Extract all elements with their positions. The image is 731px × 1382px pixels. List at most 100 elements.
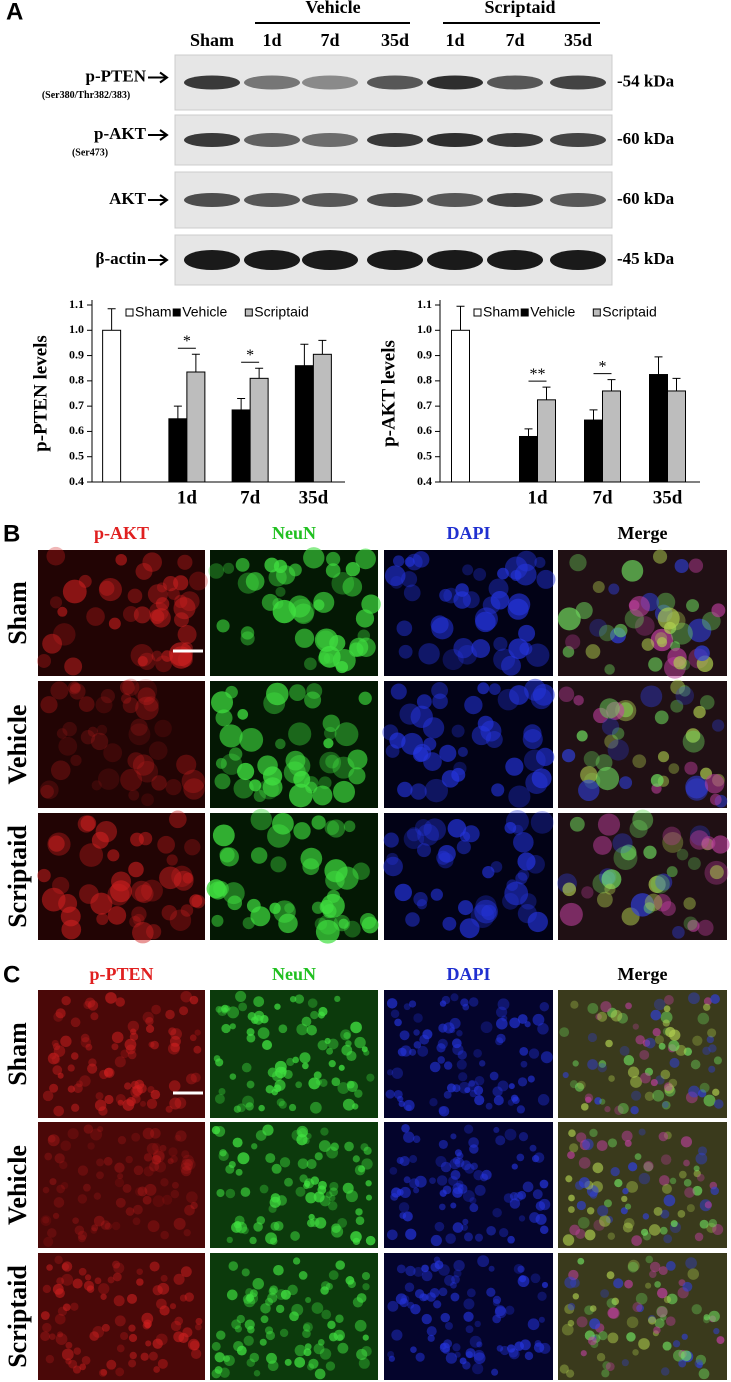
cell — [234, 1215, 245, 1226]
cell — [656, 1306, 668, 1318]
cell — [693, 705, 706, 719]
cell — [620, 1207, 628, 1215]
cell — [507, 1344, 516, 1353]
cell — [78, 1267, 87, 1276]
cell — [531, 768, 552, 789]
cell — [363, 1146, 372, 1155]
cell — [589, 618, 608, 637]
cell — [582, 1138, 594, 1151]
cell — [274, 1003, 281, 1010]
cell — [430, 1234, 442, 1247]
cell — [450, 1281, 457, 1289]
cell — [683, 1047, 693, 1056]
cell — [605, 1362, 615, 1372]
cell — [78, 696, 95, 712]
cell — [152, 1285, 163, 1296]
cell — [148, 741, 168, 761]
cell — [117, 1099, 124, 1106]
cell — [507, 598, 529, 620]
cell — [265, 1085, 274, 1094]
band — [550, 133, 606, 147]
cell — [431, 682, 449, 700]
cell — [104, 1222, 113, 1231]
cell — [128, 1324, 136, 1332]
cell — [298, 1271, 308, 1280]
cell — [303, 1348, 312, 1357]
cell — [90, 1012, 99, 1021]
cell — [79, 1363, 87, 1371]
cell — [621, 1359, 629, 1367]
cell — [434, 1221, 445, 1232]
cell — [592, 581, 605, 594]
column-header: DAPI — [447, 523, 491, 543]
cell — [627, 1066, 640, 1078]
cell — [683, 1178, 692, 1187]
cell — [191, 894, 206, 909]
cell — [154, 1160, 167, 1173]
cell — [524, 1351, 534, 1361]
band — [427, 133, 483, 147]
cell — [179, 591, 200, 612]
cell — [131, 1094, 141, 1104]
cell — [58, 736, 78, 756]
cell — [611, 1297, 619, 1306]
cell — [471, 639, 491, 658]
cell — [159, 1305, 170, 1316]
cell — [103, 1156, 113, 1166]
cell — [518, 1215, 526, 1222]
cell — [51, 1039, 59, 1047]
cell — [286, 1057, 295, 1067]
cell — [189, 995, 199, 1005]
cell — [79, 843, 104, 867]
cell — [702, 1046, 711, 1056]
cell — [632, 809, 654, 831]
cell — [122, 1099, 135, 1111]
cell — [460, 998, 469, 1007]
cell — [140, 1100, 147, 1107]
cell — [56, 1184, 65, 1194]
cell — [170, 1320, 182, 1332]
cell — [687, 919, 700, 932]
cell — [436, 1043, 446, 1053]
cell — [81, 1356, 91, 1365]
cell — [630, 893, 655, 917]
cell — [454, 1157, 465, 1168]
cell — [135, 696, 159, 721]
y-tick-label: 1.1 — [417, 297, 432, 311]
cell — [537, 1023, 549, 1035]
cell — [302, 858, 320, 876]
cell — [488, 683, 501, 696]
cell — [522, 729, 543, 750]
cell — [246, 1358, 255, 1367]
cell — [249, 1352, 260, 1363]
cell — [94, 1099, 107, 1112]
cell — [445, 1233, 456, 1244]
cell — [288, 563, 302, 577]
cell — [643, 1161, 654, 1172]
cell — [212, 824, 235, 847]
cell — [240, 1187, 251, 1197]
band — [244, 250, 300, 270]
cell — [689, 830, 710, 850]
cell — [289, 684, 306, 701]
cell — [695, 1354, 707, 1366]
cell — [112, 1260, 121, 1269]
cell — [643, 1161, 654, 1172]
cell — [604, 1106, 611, 1113]
cell — [568, 1194, 575, 1202]
cell — [77, 1194, 88, 1204]
cell — [326, 889, 341, 903]
cell — [233, 1105, 242, 1113]
cell — [399, 1156, 410, 1167]
cell — [672, 1340, 681, 1348]
cell — [345, 562, 361, 577]
cell — [297, 1128, 308, 1138]
cell — [276, 1098, 285, 1107]
cell — [60, 906, 81, 927]
cell — [190, 1072, 201, 1083]
cell — [654, 1318, 665, 1329]
cell — [417, 843, 432, 858]
cell — [333, 780, 356, 803]
cell — [47, 1052, 60, 1065]
cell — [127, 588, 143, 604]
